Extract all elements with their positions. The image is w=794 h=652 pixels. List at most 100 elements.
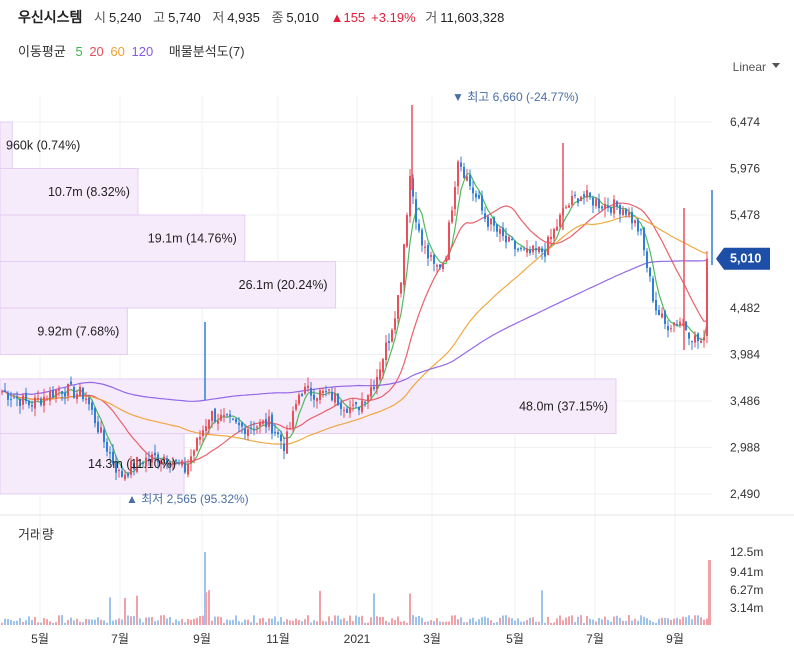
- candle-body: [349, 407, 351, 414]
- candle-body: [298, 394, 300, 404]
- volume-panel-label: 거래량: [18, 527, 54, 542]
- candle-body: [607, 206, 609, 208]
- candle-body: [268, 416, 270, 428]
- volume-bar: [241, 622, 243, 625]
- time-tick-label: 5월: [506, 632, 524, 646]
- candle-body: [115, 461, 117, 473]
- candle-body: [109, 452, 111, 454]
- candle-body: [664, 311, 666, 324]
- volume-bar: [529, 617, 531, 625]
- candle-body: [283, 443, 285, 451]
- candle-body: [685, 321, 687, 331]
- volume-bar: [160, 615, 162, 625]
- candle-body: [694, 335, 696, 343]
- volume-bar: [25, 620, 27, 625]
- candle-body: [202, 430, 204, 436]
- volume-bar: [172, 622, 174, 625]
- ma-period-20[interactable]: 20: [89, 44, 104, 59]
- scale-select[interactable]: Linear: [733, 60, 780, 74]
- volume-bar: [136, 595, 138, 625]
- stock-name: 우신시스템: [18, 9, 83, 25]
- volume-bar: [682, 616, 684, 625]
- candle-body: [382, 359, 384, 373]
- volume-bar: [466, 622, 468, 625]
- candle-body: [352, 404, 354, 406]
- volume-profile-label: 14.3m (11.10%): [88, 457, 176, 471]
- candle-body: [625, 209, 627, 215]
- volume-bar: [55, 622, 57, 625]
- volume-bar: [445, 621, 447, 625]
- volume-bar: [637, 620, 639, 625]
- volume-bar: [151, 616, 153, 625]
- volume-bar: [202, 615, 204, 625]
- ma-period-5[interactable]: 5: [75, 44, 83, 59]
- ma-period-60[interactable]: 60: [110, 44, 125, 59]
- candle-body: [247, 429, 249, 436]
- volume-bar: [376, 616, 378, 625]
- volume-bar: [595, 621, 597, 625]
- volume-profile-bar: [0, 261, 337, 309]
- volume-bar: [22, 621, 24, 625]
- candle-body: [496, 224, 498, 232]
- volume-bar: [82, 622, 84, 625]
- volume-bar: [379, 616, 381, 625]
- volume-bar: [652, 622, 654, 625]
- volume-bar: [604, 616, 606, 625]
- volume-profile-label[interactable]: 매물분석도(7): [168, 44, 245, 59]
- candle-body: [262, 420, 264, 424]
- candle-body: [346, 408, 348, 413]
- candle-body: [151, 454, 153, 463]
- candle-body: [484, 213, 486, 219]
- ma-period-120[interactable]: 120: [131, 44, 154, 59]
- candle-body: [487, 216, 489, 227]
- volume-bar: [223, 622, 225, 625]
- candle-body: [538, 246, 540, 253]
- candle-body: [259, 421, 261, 427]
- candle-body: [274, 431, 276, 433]
- high-label: 고: [153, 10, 166, 25]
- candle-body: [10, 399, 12, 401]
- candle-body: [52, 390, 54, 398]
- volume-bar: [628, 615, 630, 625]
- candle-body: [472, 187, 474, 194]
- volume-bar: [61, 615, 63, 625]
- volume-bar: [502, 615, 504, 625]
- volume-bar: [19, 618, 21, 625]
- volume-bar: [454, 615, 456, 625]
- candle-body: [205, 426, 207, 431]
- change-value: 155: [343, 10, 366, 25]
- candle-body: [61, 391, 63, 394]
- volume-bar: [211, 620, 213, 625]
- time-tick-label: 9월: [193, 632, 211, 646]
- time-tick-label: 5월: [31, 632, 49, 646]
- volume-bar: [535, 621, 537, 625]
- candle-body: [523, 249, 525, 251]
- volume-bar: [385, 620, 387, 625]
- candle-body: [499, 229, 501, 234]
- volume-bar: [340, 619, 342, 625]
- candle-body: [64, 392, 66, 397]
- volume-bar: [49, 621, 51, 625]
- volume-bar: [175, 619, 177, 625]
- volume-bar: [238, 621, 240, 625]
- candle-body: [370, 387, 372, 397]
- chevron-down-icon: [772, 63, 780, 68]
- time-tick-label: 7월: [111, 632, 129, 646]
- volume-bar: [154, 621, 156, 625]
- volume-bar: [16, 620, 18, 625]
- volume-bar: [538, 621, 540, 625]
- volume-bar: [217, 616, 219, 625]
- candle-body: [517, 248, 519, 251]
- volume-bar: [67, 620, 69, 625]
- volume-bar: [688, 615, 690, 625]
- volume-bar: [589, 618, 591, 625]
- candle-body: [655, 299, 657, 311]
- volume-bar: [481, 617, 483, 625]
- candle-body: [139, 459, 141, 461]
- ma-line-60: [1, 215, 708, 446]
- indicator-legend[interactable]: 이동평균 5 20 60 120 매물분석도(7): [18, 41, 251, 60]
- volume-profile-label: 26.1m (20.24%): [239, 278, 328, 292]
- volume-bar: [400, 621, 402, 625]
- volume-bar: [505, 615, 507, 625]
